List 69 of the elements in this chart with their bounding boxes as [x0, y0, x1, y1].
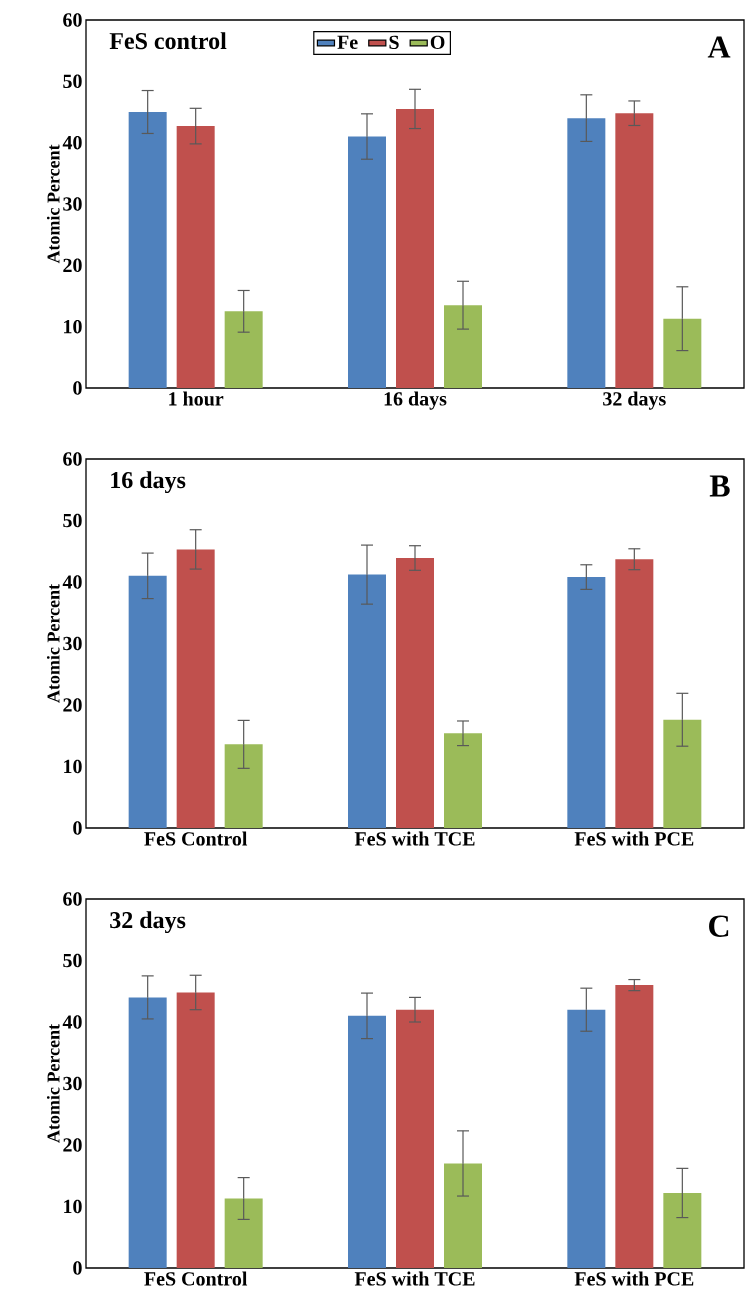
x-tick-label: 1 hour — [169, 391, 224, 406]
bar — [663, 318, 702, 388]
y-tick-label: 50 — [63, 74, 82, 89]
y-tick-label: 40 — [62, 1015, 82, 1029]
y-tick-label: 30 — [63, 636, 82, 651]
bar — [396, 108, 434, 388]
bar — [396, 558, 434, 828]
annotation: A — [707, 36, 731, 58]
y-tick-label: 40 — [62, 575, 82, 589]
legend-label: O — [430, 35, 445, 50]
chart-title: FeS control — [109, 32, 227, 50]
chart-title: 16 days — [111, 471, 186, 494]
y-tick-label: 40 — [62, 135, 82, 150]
bar — [176, 549, 215, 828]
y-tick-label: 20 — [63, 1138, 82, 1152]
y-axis-title: Atomic Percent — [46, 144, 60, 264]
x-tick-label: FeS with PCE — [574, 831, 694, 846]
annotation: B — [709, 475, 730, 497]
x-tick-label: FeS Control — [144, 831, 248, 846]
x-tick-label: FeS with PCE — [574, 1271, 694, 1286]
x-tick-label: FeS with TCE — [354, 1271, 475, 1286]
bar — [224, 744, 263, 828]
bar — [128, 575, 167, 828]
legend-label: S — [389, 35, 399, 50]
bar — [128, 997, 167, 1268]
bar — [348, 574, 386, 828]
bar — [615, 985, 654, 1268]
bar — [348, 1015, 386, 1268]
y-tick-label: 0 — [73, 821, 82, 835]
y-axis-title: Atomic Percent — [46, 1024, 60, 1143]
y-tick-label: 0 — [73, 1261, 82, 1275]
y-tick-label: 20 — [63, 258, 82, 273]
bar — [444, 305, 482, 388]
x-tick-label: FeS Control — [144, 1271, 248, 1286]
y-tick-label: 60 — [63, 892, 82, 906]
bar — [663, 719, 702, 828]
bar — [567, 577, 606, 828]
bar — [224, 311, 263, 388]
bar — [663, 1192, 702, 1268]
x-tick-label: 32 days — [603, 391, 666, 410]
y-tick-label: 20 — [63, 698, 82, 712]
bar — [444, 1163, 482, 1268]
y-tick-label: 30 — [63, 1076, 82, 1091]
y-tick-label: 60 — [63, 13, 82, 27]
bar — [567, 1009, 606, 1268]
bar — [176, 992, 215, 1268]
y-tick-label: 30 — [63, 197, 82, 211]
y-tick-label: 10 — [64, 1199, 82, 1214]
y-tick-label: 60 — [63, 452, 82, 466]
y-tick-label: 50 — [63, 513, 82, 528]
y-tick-label: 10 — [64, 319, 82, 334]
annotation: C — [709, 915, 729, 937]
bar — [224, 1198, 263, 1268]
bar — [567, 118, 606, 388]
y-tick-label: 10 — [64, 759, 82, 774]
x-tick-label: FeS with TCE — [354, 831, 475, 846]
y-tick-label: 50 — [63, 953, 82, 968]
y-axis-title: Atomic Percent — [46, 584, 60, 703]
bar — [444, 733, 482, 828]
bar — [396, 1009, 434, 1268]
y-tick-label: 0 — [73, 381, 82, 395]
bar — [348, 136, 386, 388]
bar — [128, 111, 167, 388]
bar — [176, 126, 215, 388]
chart-title: 32 days — [110, 911, 186, 934]
legend-label: Fe — [337, 35, 358, 49]
x-tick-label: 16 days — [384, 391, 447, 410]
bar — [615, 559, 654, 828]
bar — [615, 113, 654, 388]
